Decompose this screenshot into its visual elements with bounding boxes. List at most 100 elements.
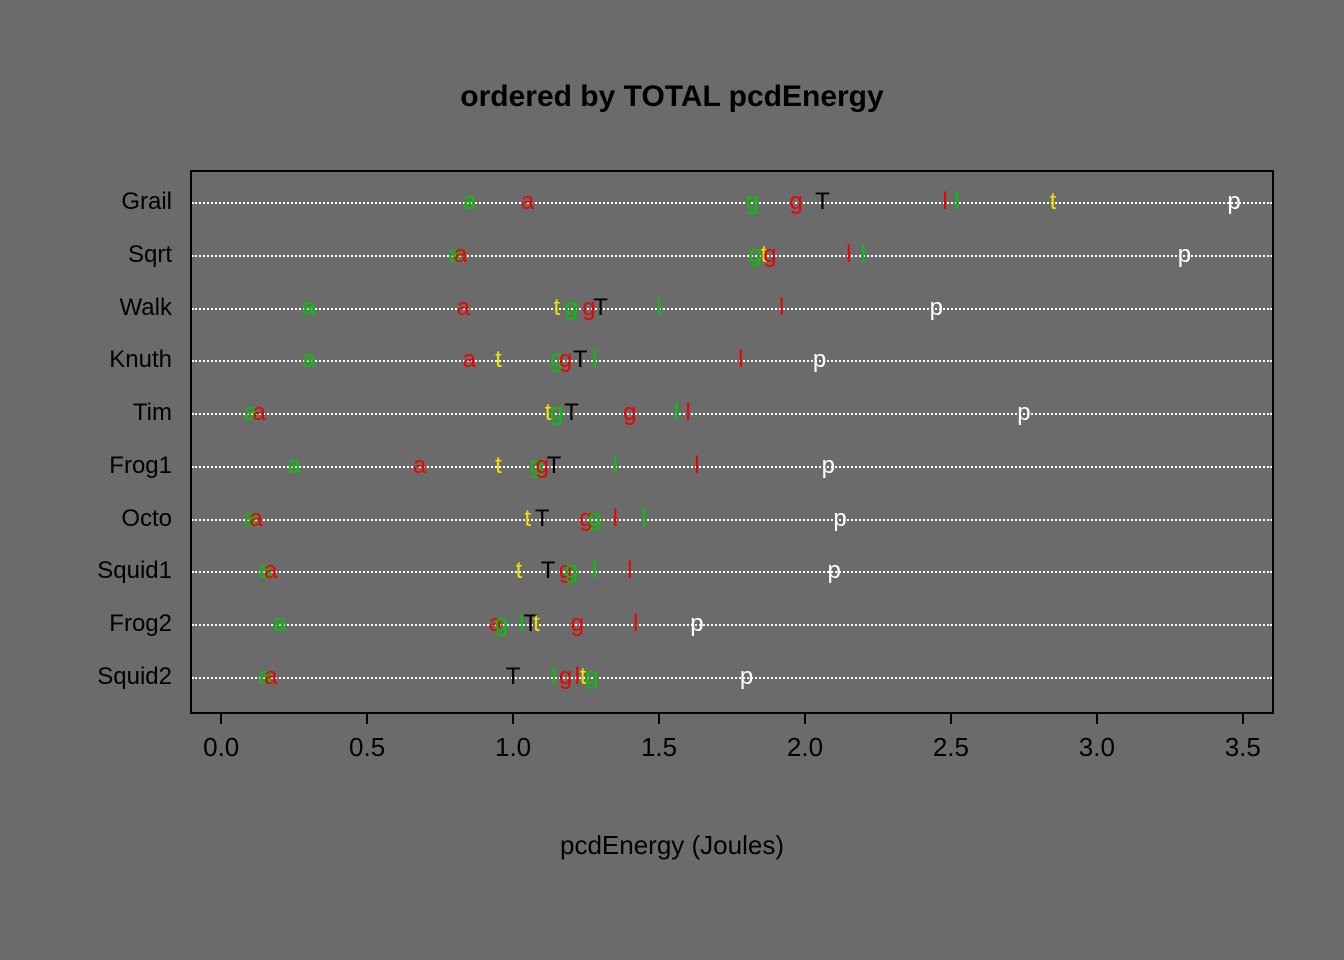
x-tick-mark [1242,712,1244,724]
data-point: a [287,454,300,478]
data-point: l [738,348,743,372]
data-point: p [1178,243,1191,267]
x-tick-label: 2.5 [933,732,969,763]
data-point: T [541,559,556,583]
data-point: l [942,190,947,214]
data-point: a [302,296,315,320]
data-point: a [252,401,265,425]
data-point: g [623,401,636,425]
data-point: T [815,190,830,214]
data-point: a [521,190,534,214]
x-tick-label: 2.0 [787,732,823,763]
data-point: g [585,665,598,689]
data-point: p [690,612,703,636]
data-point: p [833,507,846,531]
data-point: g [550,401,563,425]
gridline [192,202,1272,204]
x-tick-mark [950,712,952,724]
y-tick-label: Frog1 [109,452,172,480]
gridline [192,255,1272,257]
data-point: l [846,243,851,267]
gridline [192,624,1272,626]
data-point: a [457,296,470,320]
data-point: g [559,665,572,689]
data-point: a [413,454,426,478]
x-tick-mark [1096,712,1098,724]
gridline [192,677,1272,679]
data-point: l [633,612,638,636]
data-point: a [454,243,467,267]
data-point: T [573,348,588,372]
data-point: t [1050,190,1057,214]
data-point: l [694,454,699,478]
data-point: l [642,507,647,531]
data-point: l [954,190,959,214]
x-tick-mark [220,712,222,724]
y-tick-label: Octo [121,505,172,533]
x-tick-mark [366,712,368,724]
data-point: g [763,243,776,267]
data-point: T [564,401,579,425]
data-point: l [613,454,618,478]
data-point: l [551,665,556,689]
y-tick-label: Tim [133,399,172,427]
data-point: a [264,559,277,583]
data-point: t [516,559,523,583]
data-point: T [547,454,562,478]
y-tick-label: Frog2 [109,610,172,638]
data-point: l [686,401,691,425]
gridline [192,466,1272,468]
data-point: g [746,190,759,214]
chart-title: ordered by TOTAL pcdEnergy [0,80,1344,114]
data-point: t [533,612,540,636]
gridline [192,413,1272,415]
data-point: l [674,401,679,425]
data-point: p [740,665,753,689]
x-axis-label: pcdEnergy (Joules) [0,830,1344,861]
data-point: p [827,559,840,583]
x-tick-label: 1.0 [495,732,531,763]
data-point: T [535,507,550,531]
data-point: g [559,348,572,372]
data-point: a [302,348,315,372]
gridline [192,571,1272,573]
x-tick-mark [658,712,660,724]
data-point: l [592,348,597,372]
x-tick-label: 3.5 [1225,732,1261,763]
x-tick-label: 1.5 [641,732,677,763]
data-point: g [565,296,578,320]
data-point: a [463,348,476,372]
data-point: l [779,296,784,320]
y-tick-label: Knuth [109,346,172,374]
plot-area: GrailaaggTlltpSqrtaagtgllpWalkaatggTllpK… [190,170,1274,714]
y-tick-label: Grail [121,188,172,216]
y-tick-label: Sqrt [128,241,172,269]
data-point: g [495,612,508,636]
data-point: p [1227,190,1240,214]
data-point: g [790,190,803,214]
gridline [192,519,1272,521]
data-point: T [593,296,608,320]
data-point: l [861,243,866,267]
data-point: a [463,190,476,214]
gridline [192,360,1272,362]
x-tick-mark [804,712,806,724]
data-point: l [656,296,661,320]
y-tick-label: Walk [120,294,172,322]
data-point: l [613,507,618,531]
data-point: p [813,348,826,372]
x-tick-label: 3.0 [1079,732,1115,763]
data-point: p [1017,401,1030,425]
data-point: g [565,559,578,583]
data-point: a [250,507,263,531]
y-tick-label: Squid2 [97,663,172,691]
x-tick-mark [512,712,514,724]
x-tick-label: 0.5 [349,732,385,763]
gridline [192,308,1272,310]
data-point: t [554,296,561,320]
x-tick-label: 0.0 [203,732,239,763]
data-point: T [506,665,521,689]
data-point: a [273,612,286,636]
data-point: l [627,559,632,583]
data-point: a [264,665,277,689]
